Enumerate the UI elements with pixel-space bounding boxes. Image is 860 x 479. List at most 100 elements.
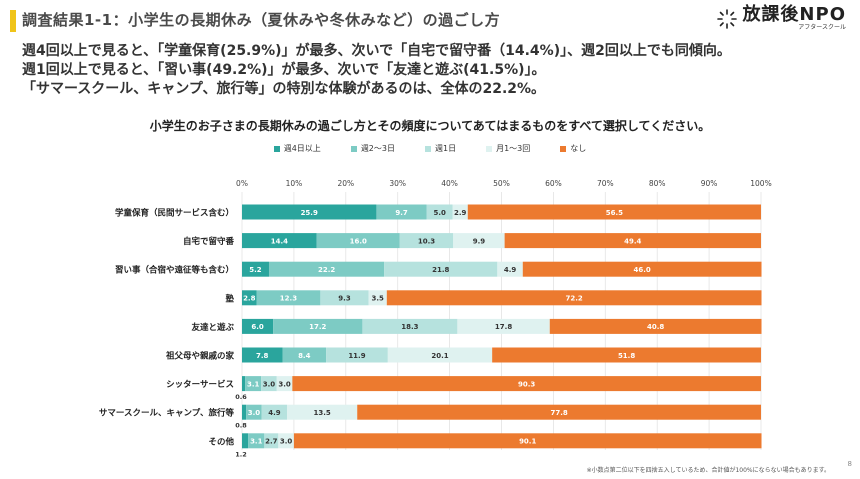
x-tick-label: 40% xyxy=(441,179,458,188)
data-label: 5.0 xyxy=(434,209,447,217)
legend-item-4: 月1～3回 xyxy=(486,143,530,154)
data-label: 77.8 xyxy=(550,409,567,417)
x-tick-label: 60% xyxy=(545,179,562,188)
data-label: 90.1 xyxy=(519,438,536,446)
bar-segment xyxy=(261,404,288,420)
legend-item-1: 週4日以上 xyxy=(273,143,321,154)
data-label: 22.2 xyxy=(318,266,335,274)
data-label: 90.3 xyxy=(518,380,535,388)
legend-item-3: 週1日 xyxy=(425,143,456,154)
data-label: 11.9 xyxy=(348,352,365,360)
data-label: 10.3 xyxy=(418,237,435,245)
data-label: 3.0 xyxy=(248,409,261,417)
data-label: 17.2 xyxy=(309,323,326,331)
legend-item-2: 週2～3日 xyxy=(350,143,395,154)
data-label: 2.7 xyxy=(265,438,278,446)
brand-name: 放課後NPO xyxy=(742,4,846,25)
bar-segment xyxy=(357,404,761,420)
slide-title: 調査結果1-1：小学生の長期休み（夏休みや冬休みなど）の過ごし方 xyxy=(22,11,501,29)
page-number: 8 xyxy=(847,460,852,468)
legend-item-5: なし xyxy=(560,143,586,154)
data-label: 56.5 xyxy=(606,209,623,217)
category-label: 祖父母や親戚の家 xyxy=(165,351,235,362)
bar-segment xyxy=(387,347,493,363)
data-label: 0.6 xyxy=(235,393,247,401)
x-tick-label: 0% xyxy=(236,179,248,188)
bar-segment xyxy=(242,433,249,449)
bar-segment xyxy=(242,347,283,363)
data-label: 14.4 xyxy=(271,237,288,245)
summary-line-2: 週1回以上で見ると、「習い事(49.2%)」が最多、次いで「友達と遊ぶ(41.5… xyxy=(22,62,546,78)
category-label: その他 xyxy=(208,436,234,447)
bar-segment xyxy=(326,347,388,363)
legend-swatch xyxy=(425,145,431,152)
data-label: 3.1 xyxy=(250,438,263,446)
data-label: 5.2 xyxy=(249,266,262,274)
legend-swatch xyxy=(350,145,357,152)
bar-segment xyxy=(362,318,458,334)
data-label: 40.8 xyxy=(647,323,664,331)
x-tick-label: 100% xyxy=(750,179,771,188)
data-label: 2.8 xyxy=(243,295,256,303)
category-label: シッターサービス xyxy=(166,379,234,390)
bar-segment xyxy=(376,204,427,220)
stacked-bar-chart: 0% 10% 20% 30% 40% 50% 60% 70% 80% 90% 100% 学童保育（民間… xyxy=(99,179,772,458)
bar-segment xyxy=(504,233,761,249)
category-label: 習い事（合宿や遠征等も含む） xyxy=(115,265,234,276)
bar-segment xyxy=(384,261,498,277)
bar-segment xyxy=(287,404,358,420)
x-tick-label: 20% xyxy=(337,179,354,188)
bar-segment xyxy=(492,347,761,363)
data-label: 12.3 xyxy=(280,295,297,303)
x-tick-label: 10% xyxy=(286,179,303,188)
data-label: 2.9 xyxy=(454,209,467,217)
bar-segment xyxy=(242,404,247,420)
data-label: 3.0 xyxy=(263,380,276,388)
data-label: 9.3 xyxy=(338,295,351,303)
summary-line-1: 週4回以上で見ると、「学童保育(25.9%)」が最多、次いで「自宅で留守番（14… xyxy=(22,43,731,59)
summary-line-3: 「サマースクール、キャンプ、旅行等」の特別な体験があるのは、全体の22.2%。 xyxy=(22,81,546,97)
bar-segment xyxy=(268,261,385,277)
bar-segment xyxy=(273,318,363,334)
data-label: 72.2 xyxy=(566,295,583,303)
sparkle-logo-icon xyxy=(717,8,738,29)
data-label: 8.4 xyxy=(298,352,311,360)
bar-segment xyxy=(242,376,246,392)
data-label: 18.3 xyxy=(401,323,418,331)
chart-legend: 週4日以上 週2～3日 週1日 月1～3回 なし xyxy=(0,143,860,154)
bar-segment xyxy=(242,261,269,277)
title-accent-bar xyxy=(10,10,16,32)
x-tick-label: 90% xyxy=(701,179,718,188)
data-label: 6.0 xyxy=(251,323,264,331)
legend-swatch xyxy=(273,145,280,152)
brand-subtitle: アフタースクール xyxy=(798,24,846,31)
bar-segment xyxy=(292,376,761,392)
bar-segment xyxy=(261,376,277,392)
summary-text: 週4回以上で見ると、「学童保育(25.9%)」が最多、次いで「自宅で留守番（14… xyxy=(22,42,731,99)
chart-title: 小学生のお子さまの長期休みの過ごし方とその頻度についてあてはまるものをすべて選択… xyxy=(149,119,711,133)
data-label: 3.5 xyxy=(372,295,385,303)
brand-logo: 放課後NPO アフタースクール xyxy=(716,6,846,31)
bar-segment xyxy=(453,233,505,249)
data-label: 17.8 xyxy=(495,323,512,331)
bar-segment xyxy=(497,261,523,277)
data-label: 1.2 xyxy=(235,450,247,458)
legend-swatch xyxy=(560,145,567,152)
bar-segment xyxy=(242,204,377,220)
bar-segment xyxy=(386,290,762,306)
legend-label: 週2～3日 xyxy=(360,144,395,153)
data-label: 7.8 xyxy=(256,352,269,360)
legend-label: なし xyxy=(570,144,587,153)
bar-segment xyxy=(320,290,369,306)
bar-segment xyxy=(399,233,454,249)
category-label: 自宅で留守番 xyxy=(183,236,235,247)
bar-segment xyxy=(316,233,400,249)
data-label: 3.0 xyxy=(278,380,291,388)
bar-segment xyxy=(522,261,762,277)
bar-segment xyxy=(457,318,550,334)
data-label: 25.9 xyxy=(301,209,318,217)
bar-segment xyxy=(293,433,762,449)
data-label: 13.5 xyxy=(314,409,331,417)
bar-segment xyxy=(264,433,279,449)
bar-segment xyxy=(245,376,262,392)
